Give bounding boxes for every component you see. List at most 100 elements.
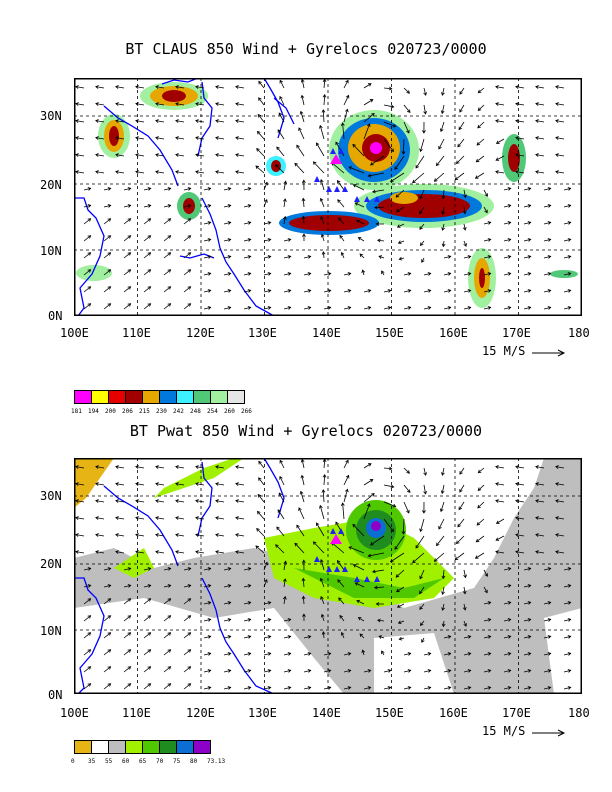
wind-arrow-head xyxy=(462,607,467,611)
wind-arrow-head xyxy=(555,119,559,123)
wind-arrow-head xyxy=(507,221,512,225)
wind-arrow-head xyxy=(495,520,500,524)
wind-arrow-head xyxy=(527,272,532,276)
wind-arrow xyxy=(523,669,531,673)
wind-arrow-head xyxy=(227,238,232,242)
wind-arrow xyxy=(323,289,331,293)
wind-arrow xyxy=(103,584,111,588)
wind-arrow xyxy=(383,289,391,293)
wind-arrow xyxy=(301,95,305,106)
wind-arrow xyxy=(303,272,311,276)
wind-arrow xyxy=(163,584,171,588)
wind-arrow xyxy=(355,202,365,208)
wind-arrow-head xyxy=(207,221,212,225)
wind-arrow xyxy=(75,517,85,520)
wind-arrow-head xyxy=(195,516,199,520)
wind-arrow-head xyxy=(215,499,219,503)
wind-arrow xyxy=(483,238,491,242)
wind-arrow-head xyxy=(547,601,552,605)
wind-arrow-head xyxy=(555,153,559,157)
wind-arrow xyxy=(301,459,305,469)
wind-arrow xyxy=(563,669,571,673)
wind-arrow xyxy=(563,584,571,588)
wind-arrow-head xyxy=(258,460,262,465)
wind-arrow xyxy=(320,216,325,225)
colorbar-swatch xyxy=(193,390,211,404)
wind-arrow xyxy=(543,567,551,571)
wind-arrow-head xyxy=(175,170,179,174)
wind-arrow xyxy=(323,272,331,276)
wind-arrow xyxy=(203,635,211,639)
wind-arrow xyxy=(322,631,325,639)
wind-arrow xyxy=(543,221,551,225)
wind-arrow-head xyxy=(247,238,252,242)
wind-arrow xyxy=(403,501,410,514)
wind-arrow xyxy=(257,131,265,140)
wind-arrow xyxy=(543,272,551,276)
colorbar-label: 55 xyxy=(105,758,113,765)
wind-arrow-head xyxy=(377,618,381,623)
wind-arrow xyxy=(263,601,271,605)
wind-arrow xyxy=(396,206,405,212)
wind-arrow-head xyxy=(320,233,325,238)
wind-arrow-head xyxy=(87,567,92,571)
wind-arrow-head xyxy=(195,482,199,486)
wind-arrow-head xyxy=(135,499,139,503)
wind-arrow xyxy=(463,255,471,259)
wind-arrow-head xyxy=(75,102,79,106)
wind-arrow xyxy=(143,235,151,242)
wind-arrow-head xyxy=(147,286,152,290)
wind-arrow xyxy=(103,567,111,571)
wind-arrow-head xyxy=(187,683,192,687)
wind-arrow-head xyxy=(419,606,423,610)
wind-arrow-head xyxy=(302,613,306,617)
wind-arrow-head xyxy=(267,618,272,622)
wind-arrow xyxy=(483,586,488,593)
wind-arrow-head xyxy=(567,272,572,276)
wind-arrow xyxy=(403,87,410,94)
panel1-gyre-markers xyxy=(314,148,380,202)
wind-arrow xyxy=(463,223,466,231)
wind-arrow-head xyxy=(419,575,423,580)
colorbar-label: 0 xyxy=(71,758,75,765)
wind-arrow-head xyxy=(267,652,272,656)
wind-arrow-head xyxy=(495,537,500,541)
wind-arrow-head xyxy=(367,289,372,293)
panel1-lon-100e: 100E xyxy=(60,326,89,340)
wind-arrow xyxy=(83,269,91,276)
wind-arrow-head xyxy=(387,669,392,673)
wind-arrow xyxy=(476,535,485,543)
wind-arrow xyxy=(378,635,385,639)
wind-arrow xyxy=(183,286,191,293)
wind-arrow-head xyxy=(258,97,262,101)
wind-arrow xyxy=(203,187,211,191)
wind-arrow xyxy=(183,584,191,588)
wind-arrow-head xyxy=(441,227,445,231)
wind-arrow-head xyxy=(372,189,376,194)
wind-arrow xyxy=(175,534,185,537)
wind-arrow-head xyxy=(277,129,282,133)
wind-arrow-head xyxy=(547,686,552,690)
wind-arrow xyxy=(523,686,531,690)
wind-arrow xyxy=(243,204,251,208)
wind-arrow-head xyxy=(167,218,172,222)
wind-arrow xyxy=(343,95,349,106)
panel2-lon-140e: 140E xyxy=(312,706,341,720)
wind-arrow xyxy=(163,218,171,225)
wind-arrow-head xyxy=(474,175,479,179)
wind-arrow-head xyxy=(337,199,341,203)
colorbar-swatch xyxy=(74,390,92,404)
wind-arrow-head xyxy=(459,471,463,475)
wind-arrow-head xyxy=(235,119,239,123)
wind-arrow-head xyxy=(247,652,252,656)
wind-arrow-head xyxy=(267,272,272,276)
wind-arrow xyxy=(442,569,445,579)
wind-arrow xyxy=(123,204,131,208)
panel1-lon-140e: 140E xyxy=(312,326,341,340)
wind-arrow xyxy=(123,252,131,259)
wind-arrow xyxy=(163,683,171,690)
wind-arrow-head xyxy=(187,666,192,670)
wind-arrow-head xyxy=(507,289,512,293)
wind-arrow xyxy=(223,618,231,622)
wind-arrow-head xyxy=(227,686,232,690)
